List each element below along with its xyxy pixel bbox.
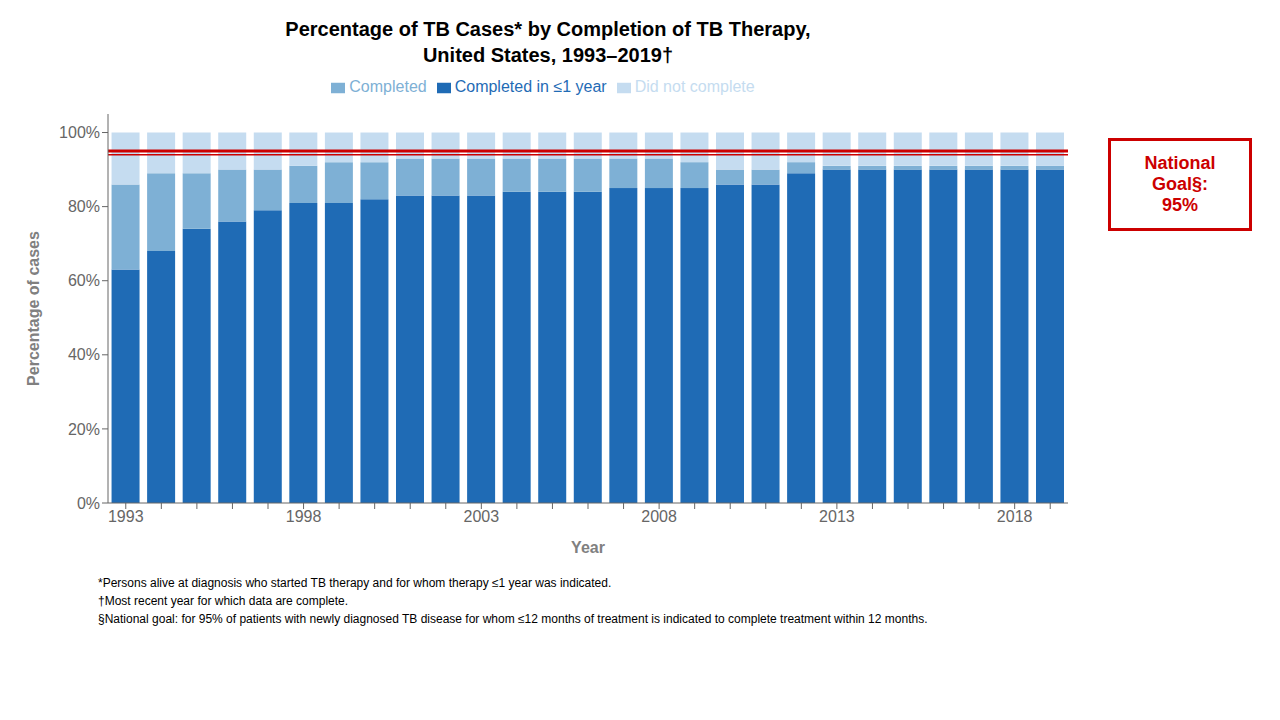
svg-text:1993: 1993 — [108, 508, 144, 525]
svg-text:2013: 2013 — [819, 508, 855, 525]
svg-text:100%: 100% — [59, 124, 100, 141]
html-text:†Most recent year for which da: †Most recent year for which data are com… — [98, 594, 349, 608]
svg-text:60%: 60% — [68, 272, 100, 289]
svg-text:1998: 1998 — [286, 508, 322, 525]
svg-text:80%: 80% — [68, 198, 100, 215]
html-text:Completed in ≤1 year: Completed in ≤1 year — [454, 78, 607, 95]
svg-text:2008: 2008 — [641, 508, 677, 525]
html-text:Completed: Completed — [349, 78, 427, 95]
svg-text:20%: 20% — [68, 421, 100, 438]
svg-text:0%: 0% — [77, 495, 100, 512]
html-text:United States, 1993–2019†: United States, 1993–2019† — [422, 44, 674, 66]
svg-text:2003: 2003 — [464, 508, 500, 525]
html-text:Did not complete: Did not complete — [634, 78, 755, 95]
svg-text:Percentage of cases: Percentage of cases — [25, 231, 42, 386]
html-text:*Persons alive at diagnosis wh: *Persons alive at diagnosis who started … — [98, 576, 612, 590]
html-text:National Goal§: 95%: National Goal§: 95% — [1144, 153, 1216, 215]
svg-text:Year: Year — [571, 539, 605, 556]
svg-text:2018: 2018 — [997, 508, 1033, 525]
html-text:§National goal: for 95% of pat: §National goal: for 95% of patients with… — [98, 612, 928, 626]
svg-text:40%: 40% — [68, 346, 100, 363]
html-text:Percentage of TB Cases* by Com: Percentage of TB Cases* by Completion of… — [285, 18, 811, 40]
